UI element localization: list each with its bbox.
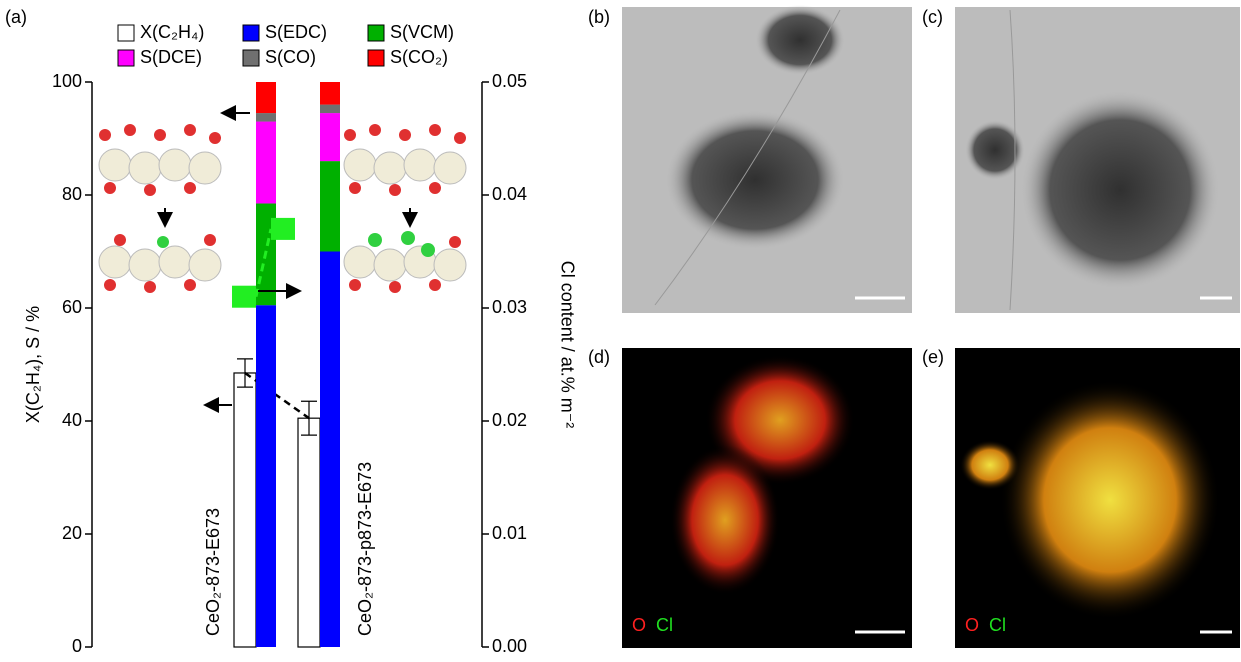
element-label: Cl xyxy=(989,615,1006,635)
legend-swatch xyxy=(242,24,260,42)
y-tick-label: 40 xyxy=(62,410,82,430)
legend-label: S(DCE) xyxy=(140,47,202,67)
eds-e xyxy=(955,348,1240,648)
y2-tick-label: 0.05 xyxy=(492,71,527,91)
y2-axis-label: Cl content / at.% m⁻² xyxy=(557,261,577,429)
selectivity-segment xyxy=(256,305,276,647)
legend-label: X(C₂H₄) xyxy=(140,22,204,42)
category-label: CeO₂-873-p873-E673 xyxy=(355,462,375,636)
legend-swatch xyxy=(117,24,135,42)
selectivity-segment xyxy=(320,161,340,252)
legend-label: S(EDC) xyxy=(265,22,327,42)
panel-label: (d) xyxy=(588,347,610,367)
legend-label: S(VCM) xyxy=(390,22,454,42)
selectivity-segment xyxy=(256,82,276,114)
selectivity-segment xyxy=(320,251,340,647)
selectivity-segment xyxy=(320,113,340,162)
cl-marker xyxy=(232,285,256,308)
y2-tick-label: 0.04 xyxy=(492,184,527,204)
cl-marker xyxy=(271,217,295,240)
y2-tick-label: 0.03 xyxy=(492,297,527,317)
y-tick-label: 100 xyxy=(52,71,82,91)
y2-tick-label: 0.02 xyxy=(492,410,527,430)
selectivity-segment xyxy=(256,113,276,122)
conversion-bar xyxy=(297,417,321,648)
legend-swatch xyxy=(117,49,135,67)
legend-label: S(CO₂) xyxy=(390,47,448,67)
tem-c xyxy=(955,7,1240,313)
y-tick-label: 20 xyxy=(62,523,82,543)
selectivity-segment xyxy=(320,82,340,105)
panel-label: (b) xyxy=(588,7,610,27)
conversion-trend xyxy=(244,371,310,420)
panel-label: (e) xyxy=(922,347,944,367)
conversion-bar xyxy=(233,372,257,648)
tem-b xyxy=(622,5,912,313)
element-label: O xyxy=(965,615,979,635)
y-tick-label: 80 xyxy=(62,184,82,204)
y2-tick-label: 0.01 xyxy=(492,523,527,543)
y2-tick-label: 0.00 xyxy=(492,636,527,656)
y-tick-label: 60 xyxy=(62,297,82,317)
y-axis-label: X(C₂H₄), S / % xyxy=(23,306,43,423)
eds-d xyxy=(622,348,912,648)
structure-insets xyxy=(98,105,467,413)
legend-label: S(CO) xyxy=(265,47,316,67)
element-label: O xyxy=(632,615,646,635)
legend-swatch xyxy=(367,49,385,67)
cl-trend xyxy=(254,228,273,298)
panel-label: (c) xyxy=(922,7,943,27)
legend-swatch xyxy=(242,49,260,67)
selectivity-segment xyxy=(256,121,276,204)
element-label: Cl xyxy=(656,615,673,635)
category-label: CeO₂-873-E673 xyxy=(203,508,223,636)
legend-swatch xyxy=(367,24,385,42)
chart-a: 0 20 40 60 80 100 0.00 0.01 0.02 0.03 0.04 0.05 X(C₂… xyxy=(23,22,578,656)
selectivity-segment xyxy=(320,104,340,114)
panel-label: (a) xyxy=(5,7,27,27)
y-tick-label: 0 xyxy=(72,636,82,656)
